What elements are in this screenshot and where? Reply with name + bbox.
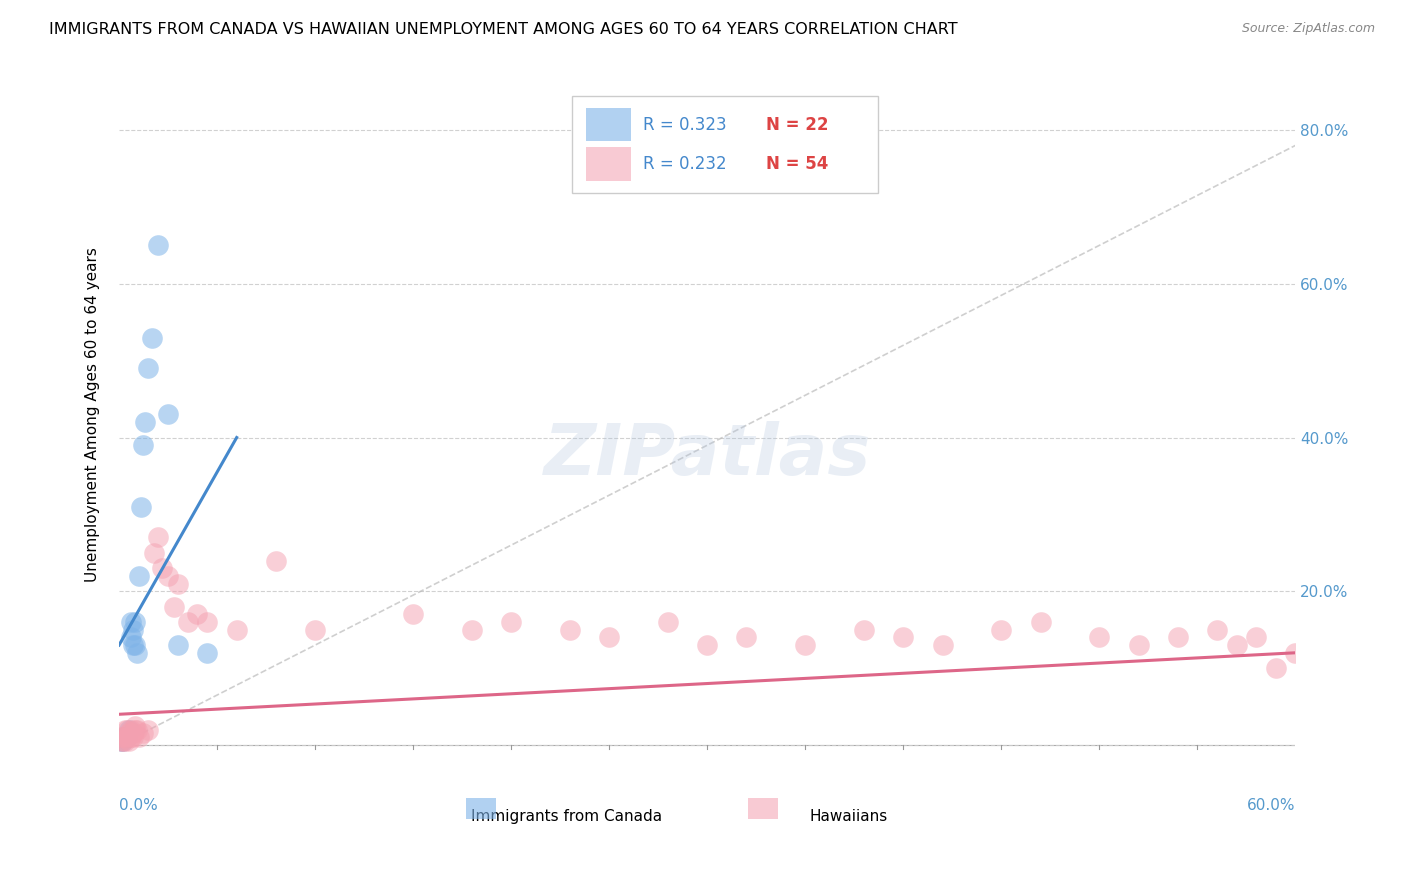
Point bbox=[124, 615, 146, 629]
Point bbox=[138, 723, 160, 737]
Text: IMMIGRANTS FROM CANADA VS HAWAIIAN UNEMPLOYMENT AMONG AGES 60 TO 64 YEARS CORREL: IMMIGRANTS FROM CANADA VS HAWAIIAN UNEMP… bbox=[49, 22, 957, 37]
Point bbox=[128, 731, 150, 745]
Point bbox=[148, 531, 170, 545]
Point bbox=[120, 731, 142, 745]
Point bbox=[163, 599, 186, 614]
Point bbox=[167, 638, 190, 652]
Point bbox=[931, 638, 953, 652]
Point bbox=[110, 734, 132, 748]
Point bbox=[111, 734, 134, 748]
Point bbox=[195, 646, 218, 660]
Point bbox=[143, 546, 166, 560]
Point bbox=[148, 238, 170, 252]
Point bbox=[124, 723, 146, 737]
Point bbox=[111, 734, 134, 748]
Point bbox=[657, 615, 679, 629]
Point bbox=[120, 631, 142, 645]
Point bbox=[794, 638, 817, 652]
Text: 0.0%: 0.0% bbox=[120, 798, 157, 814]
Point bbox=[124, 638, 146, 652]
Point bbox=[225, 623, 247, 637]
Point bbox=[114, 731, 136, 745]
Text: Hawaiians: Hawaiians bbox=[810, 809, 887, 824]
Point bbox=[735, 631, 758, 645]
Point bbox=[1264, 661, 1286, 675]
Point bbox=[141, 330, 163, 344]
Text: R = 0.323: R = 0.323 bbox=[643, 116, 725, 134]
Point bbox=[125, 646, 148, 660]
Point bbox=[891, 631, 914, 645]
Point bbox=[115, 731, 138, 745]
Text: ZIPatlas: ZIPatlas bbox=[544, 422, 870, 491]
Text: N = 22: N = 22 bbox=[766, 116, 828, 134]
Point bbox=[128, 569, 150, 583]
Point bbox=[120, 615, 142, 629]
Point bbox=[186, 607, 208, 622]
Point bbox=[167, 576, 190, 591]
Point bbox=[131, 726, 153, 740]
Point bbox=[125, 723, 148, 737]
Point bbox=[121, 726, 143, 740]
Point bbox=[134, 415, 156, 429]
Text: R = 0.232: R = 0.232 bbox=[643, 155, 725, 173]
Point bbox=[501, 615, 523, 629]
Point bbox=[853, 623, 876, 637]
Text: Source: ZipAtlas.com: Source: ZipAtlas.com bbox=[1241, 22, 1375, 36]
Point bbox=[129, 500, 152, 514]
Y-axis label: Unemployment Among Ages 60 to 64 years: Unemployment Among Ages 60 to 64 years bbox=[86, 247, 100, 582]
FancyBboxPatch shape bbox=[748, 798, 778, 819]
Text: 60.0%: 60.0% bbox=[1247, 798, 1295, 814]
Point bbox=[157, 569, 180, 583]
Point bbox=[1284, 646, 1306, 660]
Point bbox=[598, 631, 620, 645]
Point bbox=[131, 438, 153, 452]
Point bbox=[1226, 638, 1249, 652]
Point bbox=[115, 723, 138, 737]
Point bbox=[402, 607, 425, 622]
Point bbox=[1206, 623, 1229, 637]
Point bbox=[118, 726, 141, 740]
Point bbox=[1167, 631, 1189, 645]
Point bbox=[157, 408, 180, 422]
Point bbox=[121, 731, 143, 745]
Point bbox=[114, 734, 136, 748]
FancyBboxPatch shape bbox=[467, 798, 495, 819]
Point bbox=[114, 723, 136, 737]
Point bbox=[120, 723, 142, 737]
Point bbox=[264, 553, 287, 567]
Point bbox=[696, 638, 718, 652]
Point bbox=[118, 723, 141, 737]
Point bbox=[558, 623, 581, 637]
Point bbox=[304, 623, 326, 637]
Point bbox=[461, 623, 484, 637]
Point bbox=[1088, 631, 1111, 645]
Point bbox=[1244, 631, 1267, 645]
Point bbox=[176, 615, 198, 629]
FancyBboxPatch shape bbox=[572, 96, 877, 193]
Point bbox=[138, 361, 160, 376]
Point bbox=[121, 638, 143, 652]
Point bbox=[1128, 638, 1150, 652]
Point bbox=[195, 615, 218, 629]
FancyBboxPatch shape bbox=[586, 147, 631, 180]
FancyBboxPatch shape bbox=[586, 108, 631, 141]
Point bbox=[110, 731, 132, 745]
Point bbox=[1029, 615, 1052, 629]
Point bbox=[111, 731, 134, 745]
Point bbox=[115, 731, 138, 745]
Point bbox=[990, 623, 1012, 637]
Text: N = 54: N = 54 bbox=[766, 155, 828, 173]
Text: Immigrants from Canada: Immigrants from Canada bbox=[471, 809, 662, 824]
Point bbox=[110, 734, 132, 748]
Point bbox=[124, 719, 146, 733]
Point bbox=[150, 561, 173, 575]
Point bbox=[118, 734, 141, 748]
Point bbox=[121, 623, 143, 637]
